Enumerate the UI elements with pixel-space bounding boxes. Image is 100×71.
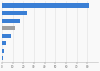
Bar — [2, 56, 3, 60]
Bar — [2, 11, 27, 15]
Bar — [2, 49, 4, 53]
Bar — [2, 26, 15, 30]
Bar — [2, 19, 20, 23]
Bar — [2, 41, 6, 45]
Bar — [2, 34, 10, 38]
Bar — [2, 3, 90, 8]
